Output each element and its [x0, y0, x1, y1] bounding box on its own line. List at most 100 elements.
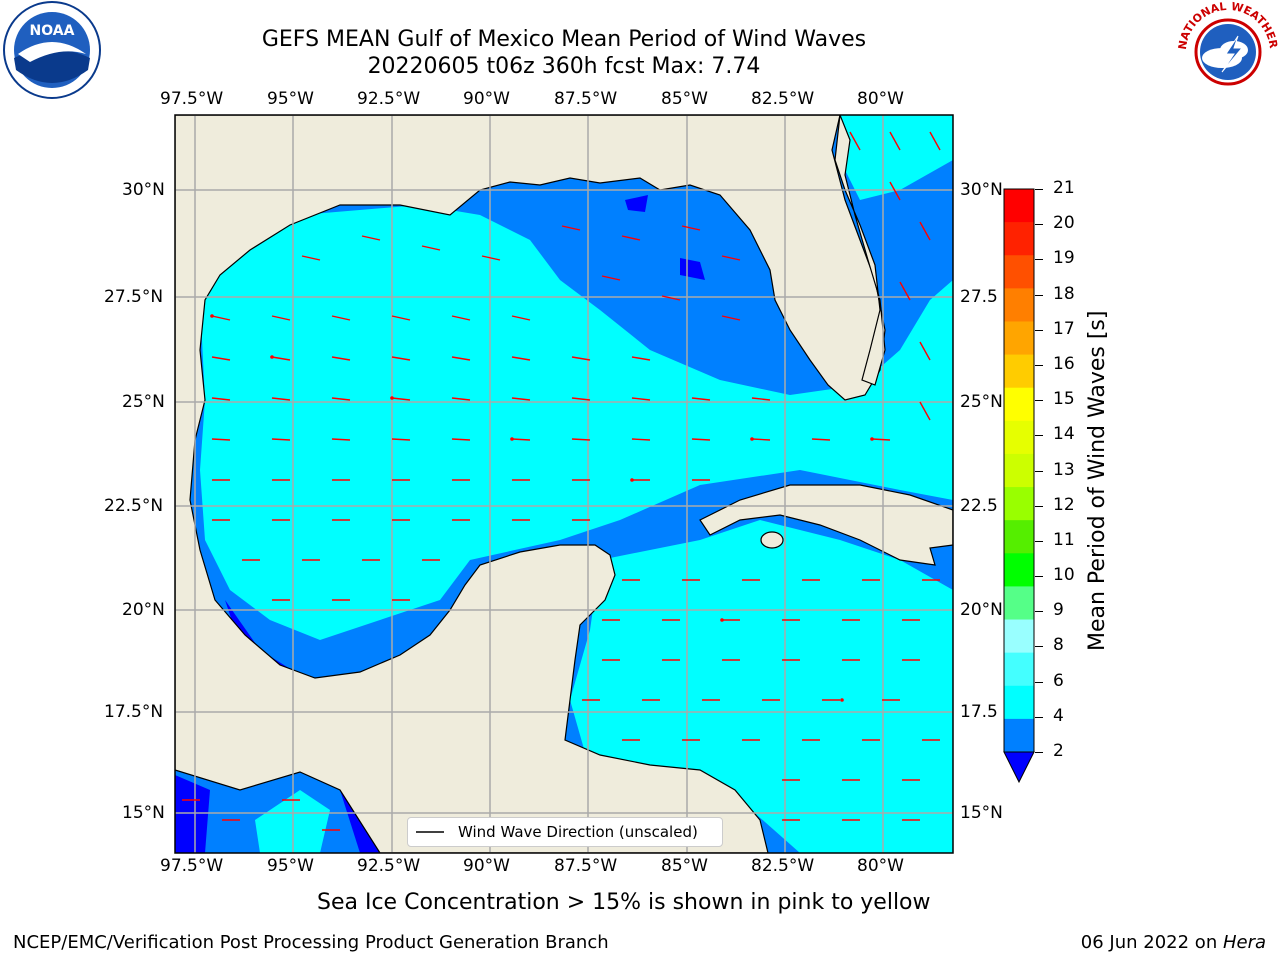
- land-region: [834, 115, 886, 386]
- colorbar-tick: [1035, 435, 1043, 437]
- map-border: [174, 114, 954, 854]
- colorbar-tick: [1035, 294, 1043, 296]
- nws-logo: NATIONAL WEATHER SERVICE: [1172, 0, 1280, 104]
- colorbar: [1003, 188, 1035, 784]
- ocean-region: [625, 195, 648, 212]
- lat-label: 27.5°N: [104, 287, 164, 307]
- colorbar-tick-label: 13: [1053, 459, 1075, 480]
- footer-credit: NCEP/EMC/Verification Post Processing Pr…: [13, 932, 609, 953]
- colorbar-tick-label: 15: [1053, 389, 1075, 410]
- colorbar-tick: [1035, 505, 1043, 507]
- map-legend: Wind Wave Direction (unscaled): [407, 817, 723, 847]
- lat-label: 22.5: [960, 496, 998, 516]
- colorbar-tick-label: 18: [1053, 283, 1075, 304]
- lon-label: 80°W: [857, 856, 904, 876]
- colorbar-cell: [1004, 619, 1034, 654]
- colorbar-tick: [1035, 470, 1043, 472]
- colorbar-cell: [1004, 255, 1034, 289]
- colorbar-cell: [1004, 387, 1034, 422]
- legend-line-icon: [416, 831, 444, 833]
- colorbar-tick-label: 16: [1053, 353, 1075, 374]
- footer-date-text: 06 Jun 2022 on: [1080, 932, 1223, 953]
- land-region: [699, 484, 953, 566]
- lon-label: 90°W: [463, 856, 510, 876]
- colorbar-cell: [1004, 487, 1034, 521]
- colorbar-tick-label: 19: [1053, 248, 1075, 269]
- lon-label: 82.5°W: [751, 856, 815, 876]
- colorbar-tick-label: 10: [1053, 565, 1075, 586]
- lat-label: 25°N: [122, 392, 165, 412]
- lat-label: 17.5: [960, 702, 998, 722]
- lon-label: 85°W: [661, 89, 708, 109]
- wind-arrowheads: [210, 314, 874, 702]
- lon-label: 92.5°W: [357, 89, 421, 109]
- colorbar-cell: [1004, 354, 1034, 389]
- colorbar-cell: [1004, 553, 1034, 587]
- colorbar-tick: [1035, 611, 1043, 613]
- colorbar-tick-label: 20: [1053, 213, 1075, 234]
- lon-label: 80°W: [857, 89, 904, 109]
- colorbar-tick: [1035, 716, 1043, 718]
- colorbar-title: Mean Period of Wind Waves [s]: [1085, 310, 1110, 651]
- lon-label: 97.5°W: [160, 89, 224, 109]
- lat-label: 30°N: [122, 180, 165, 200]
- wind-arrows: [182, 131, 941, 831]
- lon-label: 92.5°W: [357, 856, 421, 876]
- footer-date: 06 Jun 2022 on Hera: [1081, 932, 1266, 953]
- sea-ice-caption: Sea Ice Concentration > 15% is shown in …: [317, 890, 931, 915]
- colorbar-tick-label: 12: [1053, 494, 1075, 515]
- colorbar-cell: [1004, 685, 1034, 720]
- lat-label: 30°N: [960, 180, 1003, 200]
- map-subtitle: 20220605 t06z 360h fcst Max: 7.74: [367, 54, 761, 79]
- colorbar-tick: [1035, 540, 1043, 542]
- colorbar-tick: [1035, 646, 1043, 648]
- colorbar-extend-triangle: [1003, 751, 1035, 784]
- land-region: [760, 531, 784, 549]
- colorbar-cell: [1004, 189, 1034, 223]
- colorbar-cell: [1004, 652, 1034, 687]
- colorbar-tick-label: 21: [1053, 178, 1075, 198]
- lat-label: 20°N: [960, 600, 1003, 620]
- lon-label: 82.5°W: [751, 89, 815, 109]
- ocean-region: [175, 775, 210, 853]
- gulf-map: [174, 114, 954, 854]
- lon-label: 87.5°W: [554, 856, 618, 876]
- lat-label: 22.5°N: [104, 496, 164, 516]
- colorbar-cell: [1004, 520, 1034, 554]
- colorbar-tick: [1035, 189, 1043, 190]
- colorbar-tick-label: 2: [1053, 741, 1064, 761]
- colorbar-cell: [1004, 288, 1034, 322]
- lon-label: 95°W: [267, 856, 314, 876]
- lon-label: 97.5°W: [160, 856, 224, 876]
- colorbar-tick-label: 11: [1053, 529, 1075, 550]
- colorbar-tick: [1035, 224, 1043, 226]
- colorbar-tick: [1035, 752, 1043, 753]
- lon-label: 90°W: [463, 89, 510, 109]
- graticule: [175, 115, 953, 853]
- colorbar-tick: [1035, 576, 1043, 578]
- map-frame: Wind Wave Direction (unscaled): [174, 114, 954, 854]
- colorbar-cell: [1004, 222, 1034, 256]
- colorbar-tick: [1035, 400, 1043, 402]
- lat-label: 15°N: [960, 803, 1003, 823]
- colorbar-cell: [1004, 453, 1034, 488]
- colorbar-tick: [1035, 364, 1043, 366]
- colorbar-cell: [1004, 420, 1034, 455]
- lat-label: 15°N: [122, 803, 165, 823]
- colorbar-tick-label: 17: [1053, 318, 1075, 339]
- lat-label: 20°N: [122, 600, 165, 620]
- colorbar-tick-label: 8: [1053, 635, 1064, 656]
- legend-label: Wind Wave Direction (unscaled): [458, 823, 698, 841]
- ocean-region: [840, 115, 953, 200]
- lon-label: 95°W: [267, 89, 314, 109]
- ocean-region: [200, 205, 953, 640]
- colorbar-tick: [1035, 259, 1043, 261]
- noaa-logo-text: NOAA: [30, 23, 75, 39]
- colorbar-tick-label: 4: [1053, 705, 1064, 726]
- noaa-logo: NOAA: [0, 0, 104, 104]
- colorbar-tick-label: 14: [1053, 424, 1075, 445]
- lon-label: 85°W: [661, 856, 708, 876]
- colorbar-cell: [1004, 586, 1034, 621]
- lat-label: 27.5: [960, 287, 998, 307]
- footer-host: Hera: [1222, 932, 1266, 953]
